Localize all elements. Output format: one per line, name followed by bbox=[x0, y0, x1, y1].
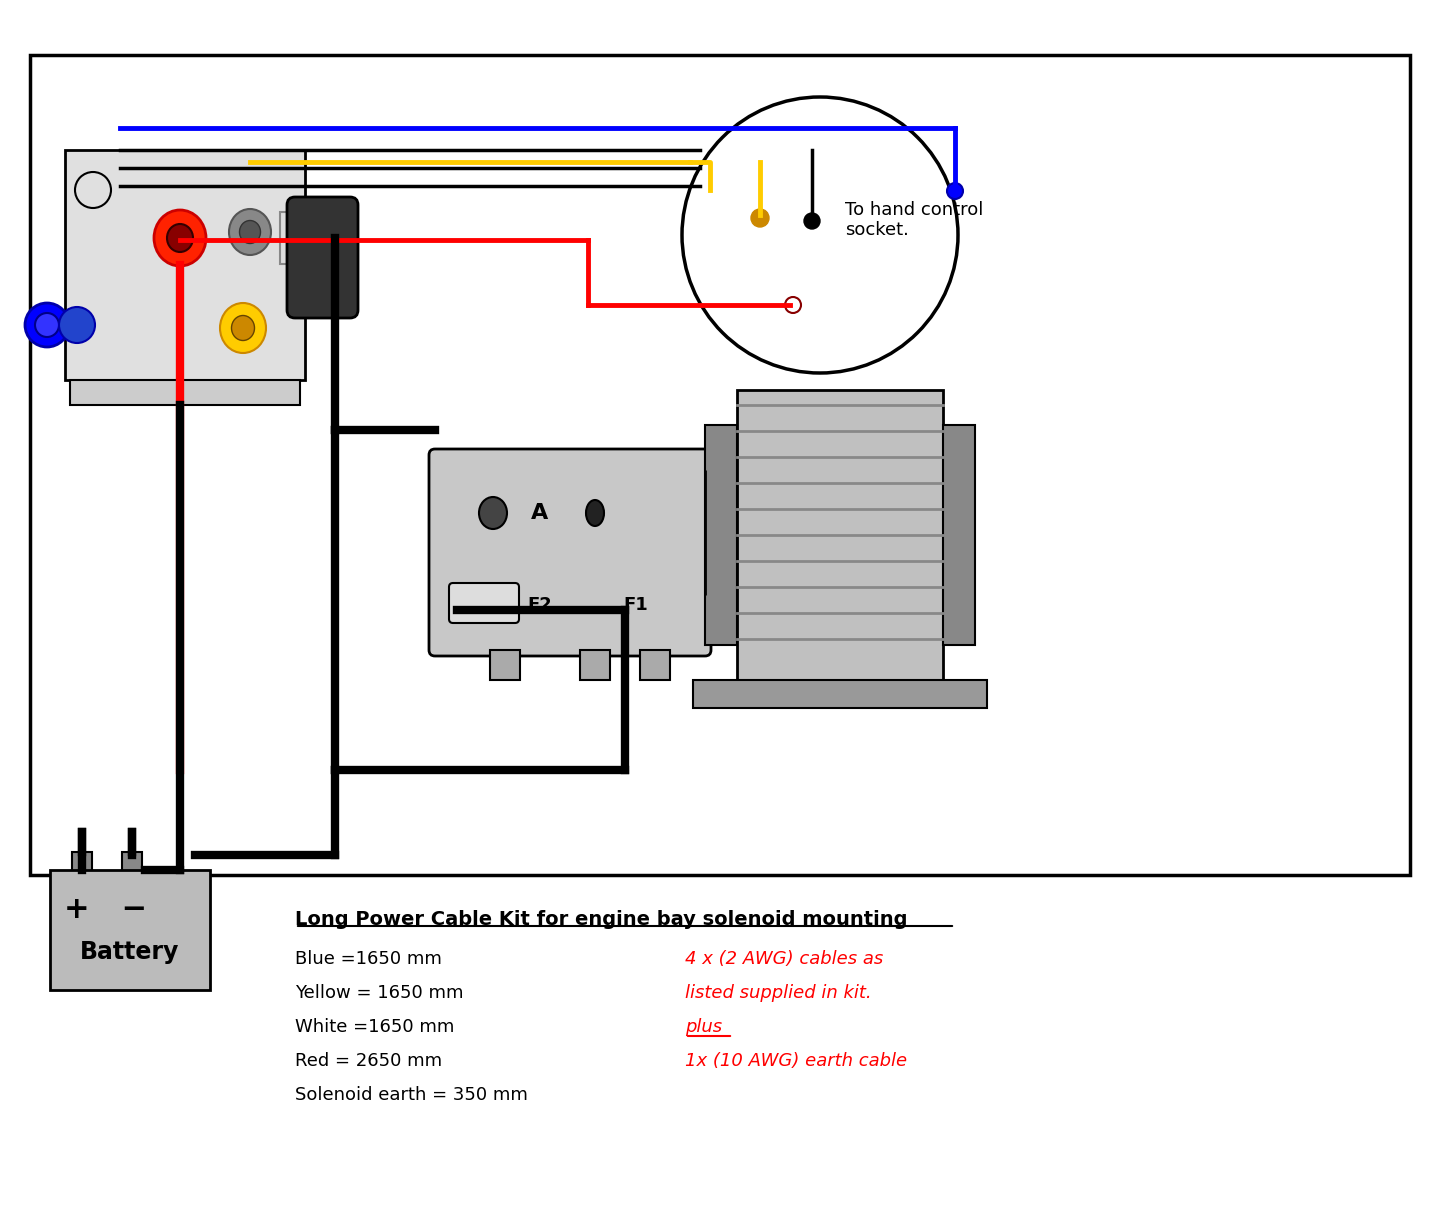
Text: Long Power Cable Kit for engine bay solenoid mounting: Long Power Cable Kit for engine bay sole… bbox=[295, 909, 907, 929]
Text: Battery: Battery bbox=[81, 940, 179, 964]
Bar bbox=[694, 680, 987, 708]
Bar bbox=[121, 852, 142, 873]
Ellipse shape bbox=[587, 500, 604, 526]
Ellipse shape bbox=[168, 224, 194, 252]
Bar bbox=[69, 380, 301, 406]
Bar bbox=[65, 150, 305, 380]
Text: +   −: + − bbox=[65, 896, 147, 924]
Circle shape bbox=[25, 304, 69, 347]
Bar bbox=[51, 870, 210, 991]
Circle shape bbox=[946, 183, 962, 199]
Text: F2: F2 bbox=[527, 596, 552, 614]
Bar bbox=[72, 852, 92, 873]
FancyBboxPatch shape bbox=[288, 197, 358, 318]
Text: White =1650 mm: White =1650 mm bbox=[295, 1018, 454, 1036]
Circle shape bbox=[785, 297, 801, 313]
FancyBboxPatch shape bbox=[429, 449, 711, 656]
Bar bbox=[944, 425, 975, 645]
Ellipse shape bbox=[228, 209, 272, 254]
Ellipse shape bbox=[220, 304, 266, 353]
Ellipse shape bbox=[240, 220, 260, 243]
Bar bbox=[579, 650, 610, 680]
Bar bbox=[705, 425, 737, 645]
Text: A: A bbox=[532, 503, 549, 524]
Bar bbox=[737, 390, 944, 680]
Ellipse shape bbox=[155, 210, 207, 265]
Circle shape bbox=[751, 209, 769, 227]
Circle shape bbox=[35, 313, 59, 337]
Text: Solenoid earth = 350 mm: Solenoid earth = 350 mm bbox=[295, 1086, 527, 1104]
Text: Red = 2650 mm: Red = 2650 mm bbox=[295, 1052, 442, 1070]
Bar bbox=[490, 650, 520, 680]
Bar bbox=[280, 211, 325, 264]
Ellipse shape bbox=[478, 497, 507, 528]
Ellipse shape bbox=[231, 316, 254, 340]
Text: listed supplied in kit.: listed supplied in kit. bbox=[685, 984, 871, 1002]
Text: 4 x (2 AWG) cables as: 4 x (2 AWG) cables as bbox=[685, 950, 883, 968]
Circle shape bbox=[59, 307, 95, 343]
Text: 1x (10 AWG) earth cable: 1x (10 AWG) earth cable bbox=[685, 1052, 907, 1070]
Bar bbox=[30, 55, 1410, 875]
Bar bbox=[640, 650, 670, 680]
Text: To hand control
socket.: To hand control socket. bbox=[845, 200, 984, 240]
Text: plus: plus bbox=[685, 1018, 722, 1036]
Circle shape bbox=[75, 172, 111, 208]
Text: Yellow = 1650 mm: Yellow = 1650 mm bbox=[295, 984, 464, 1002]
Circle shape bbox=[803, 213, 819, 229]
Text: Blue =1650 mm: Blue =1650 mm bbox=[295, 950, 442, 968]
Text: F1: F1 bbox=[623, 596, 647, 614]
FancyBboxPatch shape bbox=[449, 583, 519, 623]
